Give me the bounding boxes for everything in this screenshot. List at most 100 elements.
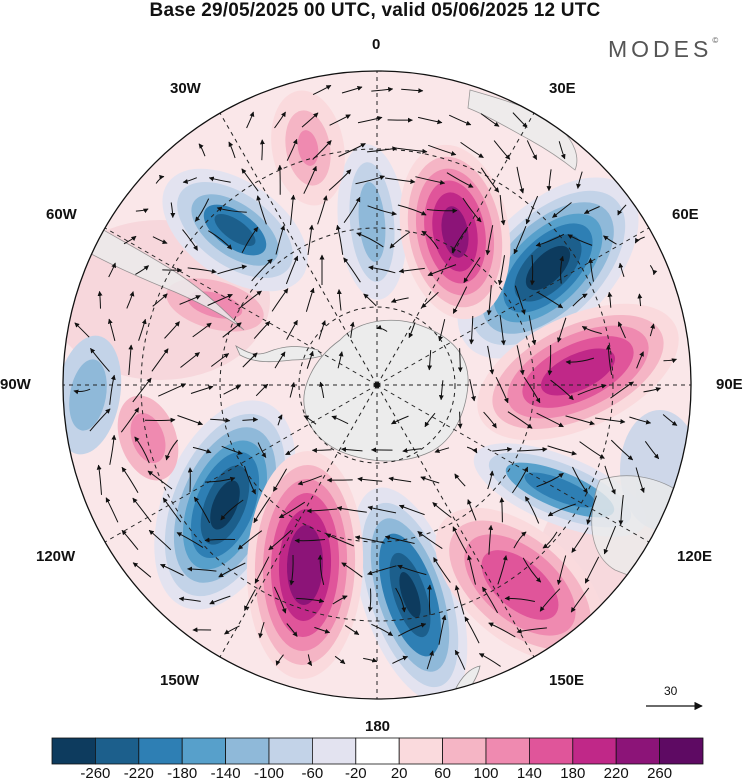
wind-vector-arrow [550, 379, 574, 401]
colorbar-tick-label: 220 [603, 765, 629, 782]
wind-vector-arrow [176, 532, 204, 548]
wind-vector-arrow [438, 319, 446, 342]
wind-vector-arrow [306, 350, 314, 369]
wind-vector-arrow [354, 535, 385, 544]
wind-vector-arrow [512, 112, 528, 128]
map-boundary [62, 70, 692, 700]
wind-vector-arrow [663, 358, 677, 364]
wind-vector-arrow [349, 321, 355, 338]
colorbar-swatch [268, 737, 313, 765]
wind-vector-arrow [275, 654, 284, 666]
wind-vector-arrow [246, 111, 255, 129]
wind-vectors [73, 84, 678, 670]
wind-vector-arrow [395, 587, 407, 613]
wind-vector-arrow [420, 476, 440, 484]
colorbar-swatch [442, 737, 487, 765]
lon-label-90w: 90W [0, 376, 31, 393]
wind-vector-arrow [177, 415, 203, 426]
wind-vector-arrow [286, 319, 298, 340]
wind-vector-arrow [572, 293, 588, 307]
wind-vector-arrow [415, 176, 446, 185]
colorbar-tick-label: -260 [80, 765, 111, 782]
wind-vector-arrow [617, 204, 627, 216]
lon-label-60e: 60E [672, 206, 699, 223]
wind-vector-arrow [537, 291, 564, 309]
wind-vector-arrow [242, 417, 259, 423]
wind-vector-arrow [187, 566, 217, 572]
wind-vector-arrow [595, 417, 626, 424]
wind-vector-arrow [121, 466, 139, 493]
wind-vector-arrow [452, 286, 468, 314]
wind-vector-arrow [511, 466, 529, 494]
anomaly-field [63, 71, 691, 699]
wind-vector-arrow [205, 476, 236, 483]
wind-vector-arrow [634, 236, 645, 244]
wind-vector-arrow [499, 497, 505, 523]
wind-vector-arrow [228, 141, 236, 159]
wind-vector-arrow [398, 622, 427, 637]
wind-vector-arrow [448, 114, 472, 126]
wind-vector-arrow [466, 446, 478, 454]
wind-vector-arrow [662, 414, 678, 426]
wind-vector-arrow [126, 291, 135, 309]
colorbar-tick-label: -220 [123, 765, 154, 782]
wind-vector-arrow [257, 442, 267, 458]
wind-vector-arrow [238, 290, 262, 310]
wind-vector-arrow [398, 504, 425, 516]
lon-label-60w: 60W [46, 206, 77, 223]
wind-vector-arrow [160, 563, 184, 576]
wind-vector-arrow [516, 345, 525, 376]
wind-vector-arrow [307, 654, 313, 667]
wind-vector-arrow [427, 350, 433, 371]
wind-vector-arrow [536, 472, 564, 488]
wind-vector-arrow [367, 505, 397, 514]
wind-vector-arrow [567, 234, 593, 246]
wind-vector-arrow [207, 293, 233, 306]
wind-vector-arrow [635, 467, 645, 493]
wind-vector-arrow [305, 287, 315, 312]
wind-vector-arrow [253, 497, 271, 524]
wind-vector-arrow [451, 226, 469, 254]
wind-vector-arrow [294, 538, 326, 544]
wind-vector-arrow [332, 595, 348, 605]
wind-vector-arrow [341, 562, 363, 578]
wind-vector-arrow [165, 439, 178, 461]
wind-vector-arrow [504, 595, 536, 602]
wind-vector-arrow [523, 376, 541, 404]
wind-vector-arrow [408, 322, 416, 339]
wind-vector-arrow [522, 557, 542, 583]
wind-vector-arrow [152, 293, 168, 307]
wind-vector-arrow [317, 554, 325, 586]
wind-vector-arrow [579, 441, 605, 459]
wind-vector-arrow [170, 202, 176, 218]
colorbar-swatch [138, 737, 183, 765]
wind-vector-arrow [251, 258, 273, 282]
map-title: Base 29/05/2025 00 UTC, valid 05/06/2025… [149, 0, 601, 21]
wind-vector-arrow [193, 496, 211, 524]
wind-vector-arrow [318, 320, 326, 340]
south-pole-marker [374, 382, 380, 388]
wind-vector-arrow [570, 587, 590, 613]
wind-vector-arrow [198, 143, 206, 157]
wind-vector-arrow [221, 445, 243, 455]
wind-vector-arrow [272, 468, 288, 492]
wind-vector-arrow [268, 529, 292, 551]
copyright-mark: © [712, 36, 719, 45]
wind-vector-arrow [528, 315, 537, 346]
wind-vector-arrow [286, 138, 298, 161]
colorbar-swatch [615, 737, 661, 765]
wind-vector-arrow [271, 288, 289, 312]
wind-vector-arrow [565, 357, 595, 365]
lon-label-180: 180 [365, 718, 391, 735]
wind-vector-arrow [417, 531, 443, 550]
wind-vector-arrow [96, 464, 102, 495]
wind-vector-arrow [529, 254, 535, 286]
wind-vector-arrow [376, 324, 388, 332]
wind-vector-arrow [556, 555, 567, 585]
wind-vector-arrow [513, 226, 527, 255]
wind-vector-arrow [524, 496, 540, 524]
wind-vector-arrow [480, 113, 500, 127]
wind-vector-arrow [301, 112, 319, 128]
wind-vector-arrow [244, 589, 256, 611]
wind-vector-arrow [497, 255, 505, 286]
